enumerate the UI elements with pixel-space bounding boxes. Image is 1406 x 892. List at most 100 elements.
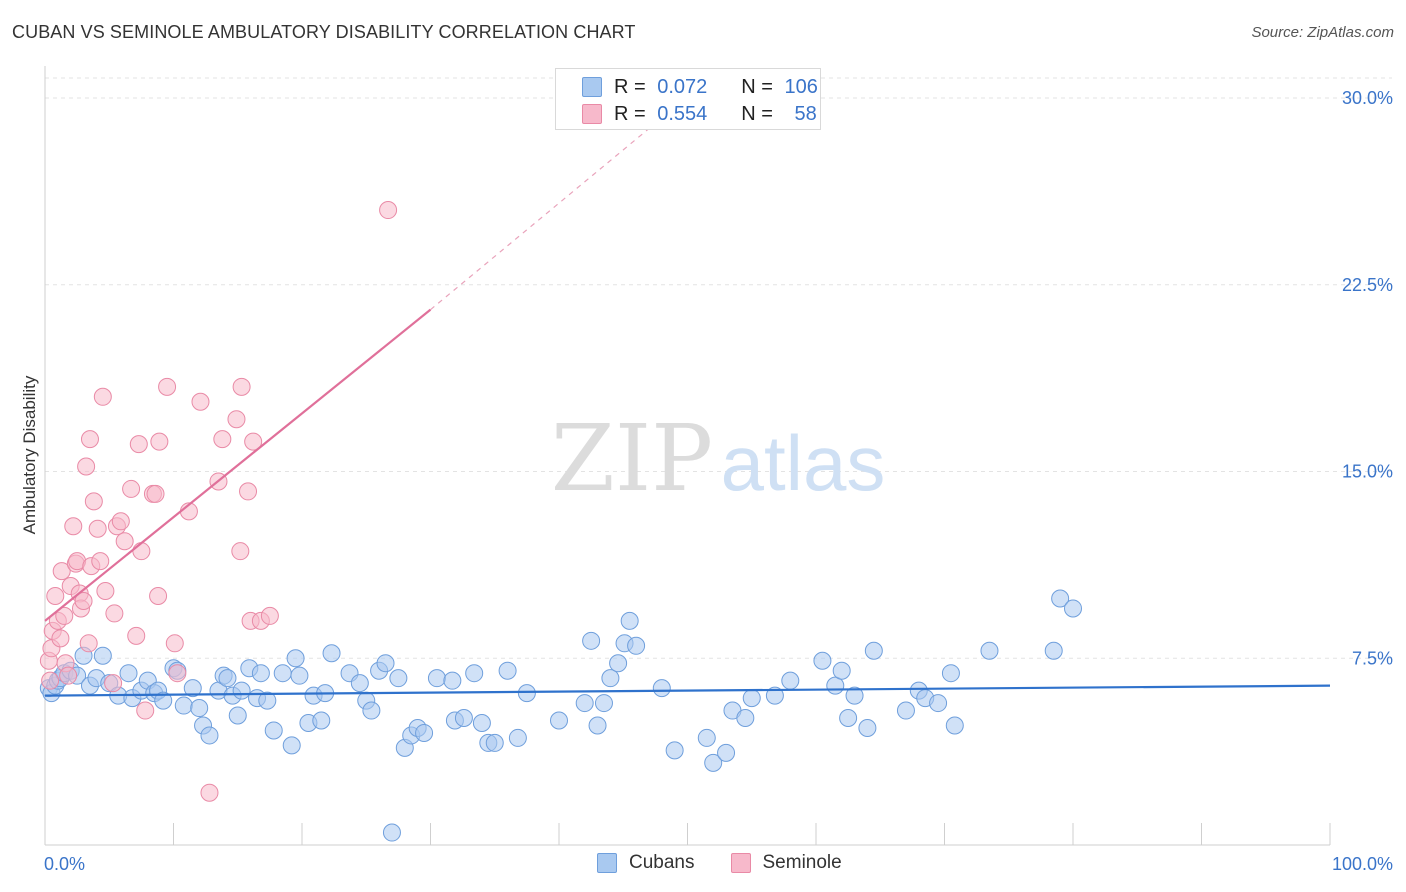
cuban-point <box>813 651 832 670</box>
cuban-point <box>839 709 858 728</box>
cuban-point <box>980 641 999 660</box>
seminole-point <box>165 634 184 653</box>
legend-n-value: 58 <box>794 102 817 125</box>
seminole-point <box>64 517 83 536</box>
seminole-point <box>213 430 232 449</box>
cuban-point <box>864 641 883 660</box>
cuban-point <box>174 696 193 715</box>
cuban-point <box>312 711 331 730</box>
seminole-point <box>129 435 148 454</box>
cuban-point <box>588 716 607 735</box>
cuban-point <box>594 694 613 713</box>
seminole-point <box>105 604 124 623</box>
cuban-point <box>697 728 716 747</box>
seminole-point <box>231 542 250 561</box>
cuban-point <box>389 669 408 688</box>
seminole-point <box>84 492 103 511</box>
y-tick-label: 22.5% <box>1342 275 1393 295</box>
cuban-point <box>93 646 112 665</box>
cuban-point <box>322 644 341 663</box>
cuban-point <box>443 671 462 690</box>
cuban-point <box>282 736 301 755</box>
cubans-points <box>39 589 1082 842</box>
seminole-swatch <box>582 104 602 124</box>
seminole-point <box>115 532 134 551</box>
cuban-point <box>945 716 964 735</box>
legend-row-seminole: R = 0.554 N = 58 <box>582 102 817 126</box>
cuban-point <box>742 689 761 708</box>
cuban-point <box>183 679 202 698</box>
seminole-point <box>146 484 165 503</box>
seminole-point <box>51 629 70 648</box>
cuban-point <box>620 611 639 630</box>
seminole-point <box>132 542 151 561</box>
seminole-point <box>74 591 93 610</box>
seminole-point <box>127 626 146 645</box>
cuban-point <box>251 664 270 683</box>
watermark: ZIP atlas <box>551 405 885 512</box>
series-legend: Cubans Seminole <box>597 852 878 874</box>
cuban-point <box>190 699 209 718</box>
seminole-point <box>136 701 155 720</box>
cuban-point <box>717 743 736 762</box>
legend-n-value: 106 <box>784 75 818 98</box>
seminole-point <box>96 582 115 601</box>
cuban-point <box>1044 641 1063 660</box>
cuban-point <box>845 686 864 705</box>
cuban-point <box>609 654 628 673</box>
trend-layer <box>44 117 1331 697</box>
cuban-point <box>582 631 601 650</box>
cuban-point <box>781 671 800 690</box>
cuban-point <box>1064 599 1082 618</box>
legend-r-value: 0.072 <box>657 75 708 98</box>
axis-layer <box>44 66 1331 846</box>
cuban-point <box>427 669 446 688</box>
cuban-point <box>575 694 594 713</box>
cuban-point <box>858 718 877 737</box>
cuban-point <box>382 823 401 842</box>
seminole-point <box>91 552 110 571</box>
cuban-point <box>154 691 173 710</box>
seminole-point <box>260 606 279 625</box>
cuban-point <box>218 669 237 688</box>
seminole-point <box>104 674 123 693</box>
cuban-point <box>627 636 646 655</box>
cuban-point <box>465 664 484 683</box>
cuban-point <box>941 664 960 683</box>
legend-r-label: R = <box>614 75 652 98</box>
x-tick-label: 100.0% <box>1332 854 1393 874</box>
cuban-point <box>232 681 251 700</box>
cuban-point <box>508 728 527 747</box>
seminole-point <box>244 432 263 451</box>
legend-row-cubans: R = 0.072 N = 106 <box>582 75 818 99</box>
legend-label-seminole: Seminole <box>762 852 842 873</box>
cuban-point <box>652 679 671 698</box>
seminole-point <box>191 392 210 411</box>
legend-n-label: N = <box>741 102 779 125</box>
cuban-point <box>704 753 723 772</box>
seminole-legend-swatch <box>730 853 751 873</box>
cuban-point <box>1051 589 1070 608</box>
cuban-point <box>896 701 915 720</box>
cuban-point <box>415 723 434 742</box>
cubans-swatch <box>582 77 602 97</box>
legend-n-label: N = <box>741 75 779 98</box>
legend-label-cubans: Cubans <box>629 852 695 873</box>
legend-item-seminole[interactable]: Seminole <box>730 852 842 874</box>
cuban-point <box>350 674 369 693</box>
seminole-point <box>168 664 187 683</box>
seminole-point <box>158 377 177 396</box>
cuban-point <box>200 726 219 745</box>
cuban-point <box>119 664 138 683</box>
legend-item-cubans[interactable]: Cubans <box>597 852 695 874</box>
seminole-point <box>93 387 112 406</box>
seminole-trend-extension <box>430 117 663 311</box>
cuban-point <box>498 661 517 680</box>
source-label: Source: ZipAtlas.com <box>1251 24 1394 41</box>
seminole-point <box>41 671 60 690</box>
cuban-point <box>273 664 292 683</box>
cuban-point <box>472 713 491 732</box>
seminole-point <box>55 606 74 625</box>
seminole-point <box>111 512 130 531</box>
y-tick-label: 15.0% <box>1342 462 1393 482</box>
